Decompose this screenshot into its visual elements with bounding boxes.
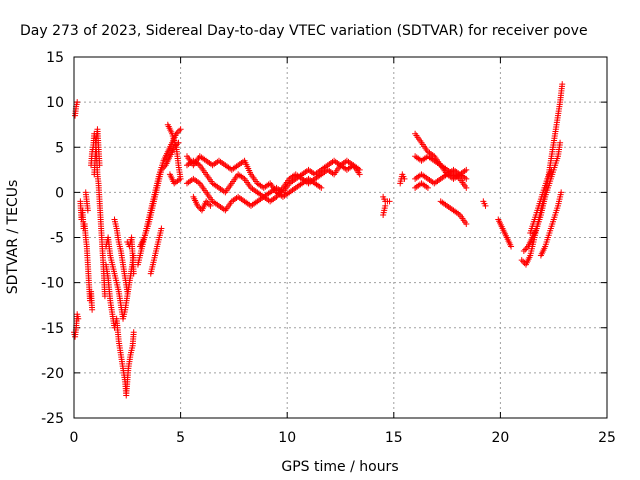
y-tick-label: -15 (41, 321, 64, 337)
data-point (124, 288, 131, 295)
data-point (463, 184, 470, 191)
x-tick-label: 25 (598, 430, 616, 446)
y-tick-label: -10 (41, 276, 64, 292)
x-axis-label: GPS time / hours (281, 459, 398, 475)
data-point (463, 175, 470, 182)
y-tick-label: -20 (41, 366, 64, 382)
data-point (401, 175, 408, 182)
x-tick-label: 5 (176, 430, 185, 446)
data-point (166, 171, 173, 178)
data-point (382, 202, 389, 209)
data-point (74, 99, 81, 106)
x-tick-label: 20 (491, 430, 509, 446)
grid (74, 57, 607, 418)
data-point (463, 166, 470, 173)
data-point (158, 225, 165, 232)
y-tick-label: -5 (50, 231, 64, 247)
data-point (559, 81, 566, 88)
x-tick-label: 0 (70, 430, 79, 446)
data-point (558, 189, 565, 196)
data-point (548, 166, 555, 173)
data-point (318, 184, 325, 191)
data-point (130, 270, 137, 277)
data-point (386, 198, 393, 205)
data-point (508, 243, 515, 250)
data-point (89, 306, 96, 313)
x-tick-label: 10 (278, 430, 296, 446)
data-point (84, 207, 91, 214)
y-axis-label: SDTVAR / TECUs (5, 180, 21, 295)
data-point (356, 171, 363, 178)
y-tick-label: 0 (55, 185, 64, 201)
data-point (177, 126, 184, 133)
data-point (463, 220, 470, 227)
plot-frame (73, 56, 608, 419)
data-point (75, 315, 82, 322)
y-tick-label: 5 (55, 140, 64, 156)
x-tick-label: 15 (385, 430, 403, 446)
data-series (71, 81, 566, 399)
data-point (482, 202, 489, 209)
data-point (96, 162, 103, 169)
y-tick-label: 15 (46, 50, 64, 66)
y-tick-label: -25 (41, 411, 64, 427)
data-point (130, 329, 137, 336)
y-tick-label: 10 (46, 95, 64, 111)
data-point (207, 202, 214, 209)
data-point (424, 184, 431, 191)
data-point (557, 139, 564, 146)
chart-title: Day 273 of 2023, Sidereal Day-to-day VTE… (20, 23, 588, 39)
